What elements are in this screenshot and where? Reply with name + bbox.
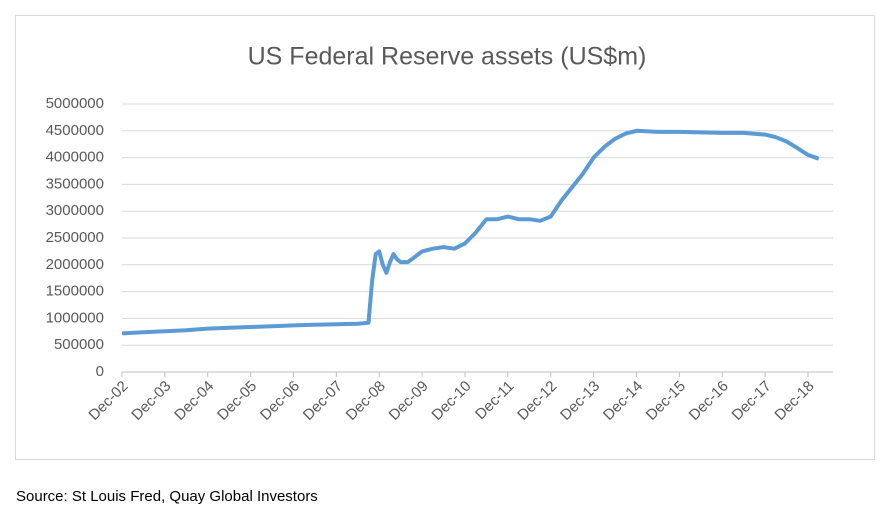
y-tick-label: 1000000	[46, 309, 104, 326]
data-line	[121, 128, 820, 336]
y-tick-label: 3000000	[46, 202, 104, 219]
y-tick-label: 4000000	[46, 149, 104, 166]
y-tick-label: 2500000	[46, 229, 104, 246]
chart-title: US Federal Reserve assets (US$m)	[248, 43, 647, 71]
y-tick-label: 3500000	[46, 175, 104, 192]
y-tick-label: 5000000	[46, 95, 104, 112]
y-tick-label: 1500000	[46, 283, 104, 300]
source-note: Source: St Louis Fred, Quay Global Inves…	[16, 488, 318, 505]
y-tick-label: 500000	[54, 336, 104, 353]
y-tick-label: 2000000	[46, 256, 104, 273]
y-tick-label: 0	[96, 363, 104, 380]
y-tick-label: 4500000	[46, 122, 104, 139]
